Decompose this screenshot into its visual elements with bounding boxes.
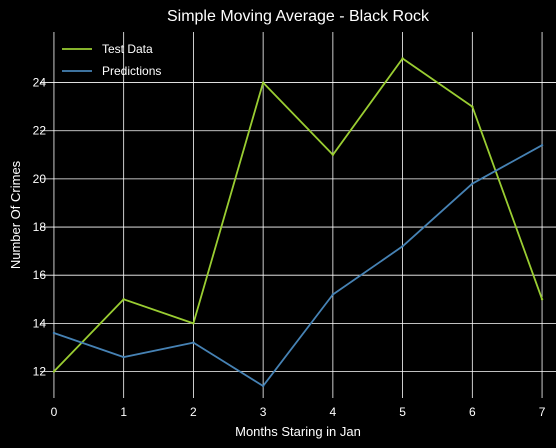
predictions-series-line xyxy=(53,144,543,387)
test-data-series-line xyxy=(53,57,543,373)
test-data-legend-label: Test Data xyxy=(102,42,153,56)
chart-title: Simple Moving Average - Black Rock xyxy=(167,8,430,25)
x-tick-label: 6 xyxy=(469,405,476,419)
x-tick-label: 4 xyxy=(330,405,337,419)
predictions-point xyxy=(192,341,195,344)
predictions-point xyxy=(540,143,544,147)
x-tick-labels: 0 1 2 3 4 5 6 7 xyxy=(51,405,546,419)
x-tick-label: 5 xyxy=(399,405,406,419)
test-data-point xyxy=(471,105,474,108)
y-tick-label: 24 xyxy=(33,76,47,90)
x-axis-label: Months Staring in Jan xyxy=(235,424,361,439)
test-data-point xyxy=(401,57,404,60)
x-tick-label: 3 xyxy=(260,405,267,419)
predictions-point xyxy=(52,331,56,335)
y-tick-label: 12 xyxy=(33,365,47,379)
y-tick-label: 16 xyxy=(33,268,47,282)
y-tick-label: 20 xyxy=(33,172,47,186)
y-tick-label: 14 xyxy=(33,316,47,330)
predictions-legend-label: Predictions xyxy=(102,64,161,78)
x-tick-label: 1 xyxy=(120,405,127,419)
y-axis-label: Number Of Crimes xyxy=(8,160,23,269)
predictions-point xyxy=(261,384,265,388)
y-tick-label: 22 xyxy=(33,124,47,138)
grid-lines xyxy=(40,32,556,398)
legend: Test Data Predictions xyxy=(62,42,161,78)
test-data-point xyxy=(261,81,265,84)
test-data-point xyxy=(331,153,335,157)
predictions-point xyxy=(122,355,125,359)
x-tick-label: 0 xyxy=(51,405,58,419)
predictions-point xyxy=(471,182,474,185)
x-tick-label: 7 xyxy=(539,405,546,419)
test-data-point xyxy=(52,370,56,373)
test-data-point xyxy=(192,322,195,325)
test-data-point xyxy=(122,298,125,301)
y-tick-label: 18 xyxy=(33,220,47,234)
y-tick-labels: 12 14 16 18 20 22 24 xyxy=(33,76,47,379)
x-tick-label: 2 xyxy=(190,405,197,419)
series-layer xyxy=(52,57,544,388)
predictions-point xyxy=(331,293,335,296)
predictions-point xyxy=(401,245,404,248)
test-data-point xyxy=(540,298,544,301)
